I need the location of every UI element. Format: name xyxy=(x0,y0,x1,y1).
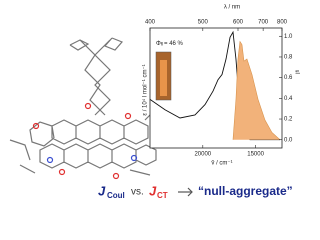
annotation: Φfl= 46 % xyxy=(156,41,184,47)
y2-tick-label: 0.2 xyxy=(284,117,293,123)
arrow-head xyxy=(187,187,193,197)
y2-label: Ifl xyxy=(295,70,300,74)
y-label: ε / 10⁴ l mol⁻¹ cm⁻¹ xyxy=(142,64,149,115)
x-label: ṽ / cm⁻¹ xyxy=(211,161,232,167)
x2-tick-label: 400 xyxy=(145,20,156,26)
y2-tick-label: 0.8 xyxy=(284,55,293,61)
vial-liquid xyxy=(160,60,167,96)
result: “null-aggregate” xyxy=(198,184,293,198)
emission-area xyxy=(232,40,281,140)
caption: J Coul vs. J CT “null-aggregate” xyxy=(98,183,293,200)
x2-tick-label: 700 xyxy=(258,20,269,26)
x-tick-label: 20000 xyxy=(194,152,211,158)
x2-tick-label: 800 xyxy=(277,20,288,26)
j-coul: J xyxy=(98,183,106,198)
x2-tick-label: 600 xyxy=(233,20,244,26)
y2-tick-label: 0.0 xyxy=(284,137,293,143)
j-ct-sub: CT xyxy=(157,191,168,200)
j-coul-sub: Coul xyxy=(107,191,125,200)
vs: vs. xyxy=(131,187,144,198)
y2-tick-label: 0.4 xyxy=(284,96,293,102)
x-tick-label: 15000 xyxy=(247,152,264,158)
y2-tick-label: 0.6 xyxy=(284,75,293,81)
y2-tick-label: 1.0 xyxy=(284,34,293,40)
j-ct: J xyxy=(149,183,157,198)
molecule xyxy=(9,37,157,180)
graphic: Φfl= 46 % λ / nm ṽ / cm⁻¹ ε / 10⁴ l mol⁻… xyxy=(9,5,300,200)
plot xyxy=(149,30,281,141)
x2-tick-label: 500 xyxy=(198,20,209,26)
x2-label: λ / nm xyxy=(224,5,240,11)
